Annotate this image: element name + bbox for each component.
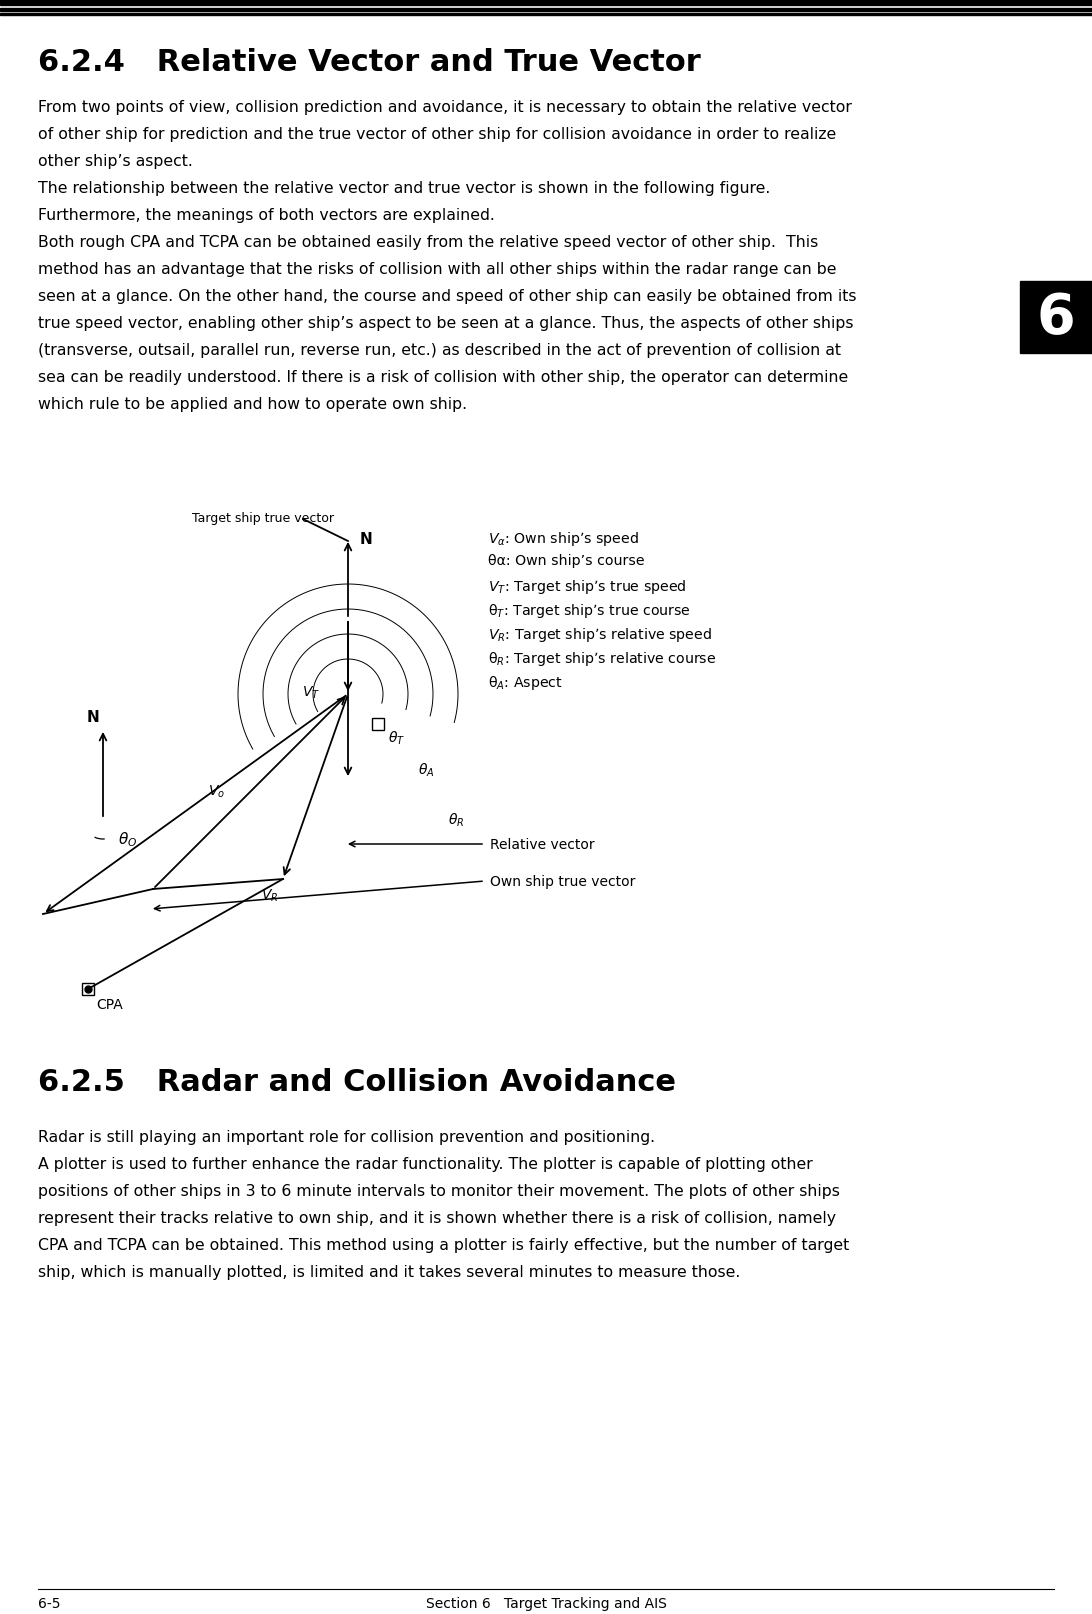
Text: $V_o$: $V_o$ — [207, 783, 225, 799]
Text: Target ship true vector: Target ship true vector — [192, 512, 334, 525]
Text: Furthermore, the meanings of both vectors are explained.: Furthermore, the meanings of both vector… — [38, 208, 495, 223]
Text: true speed vector, enabling other ship’s aspect to be seen at a glance. Thus, th: true speed vector, enabling other ship’s… — [38, 316, 854, 331]
Text: seen at a glance. On the other hand, the course and speed of other ship can easi: seen at a glance. On the other hand, the… — [38, 289, 856, 303]
Text: CPA and TCPA can be obtained. This method using a plotter is fairly effective, b: CPA and TCPA can be obtained. This metho… — [38, 1238, 850, 1252]
Text: of other ship for prediction and the true vector of other ship for collision avo: of other ship for prediction and the tru… — [38, 128, 836, 142]
Text: method has an advantage that the risks of collision with all other ships within : method has an advantage that the risks o… — [38, 261, 836, 278]
Text: $V_R$: Target ship’s relative speed: $V_R$: Target ship’s relative speed — [488, 626, 712, 644]
Text: sea can be readily understood. If there is a risk of collision with other ship, : sea can be readily understood. If there … — [38, 370, 848, 384]
Bar — [1020, 282, 1092, 353]
Text: $V_R$: $V_R$ — [261, 888, 278, 904]
Text: ship, which is manually plotted, is limited and it takes several minutes to meas: ship, which is manually plotted, is limi… — [38, 1264, 740, 1280]
Bar — [0, 0, 1092, 6]
Text: represent their tracks relative to own ship, and it is shown whether there is a : represent their tracks relative to own s… — [38, 1210, 836, 1225]
Text: The relationship between the relative vector and true vector is shown in the fol: The relationship between the relative ve… — [38, 181, 770, 195]
Text: 6.2.4   Relative Vector and True Vector: 6.2.4 Relative Vector and True Vector — [38, 48, 701, 77]
Text: $\theta_R$: $\theta_R$ — [448, 810, 464, 828]
Text: which rule to be applied and how to operate own ship.: which rule to be applied and how to oper… — [38, 397, 467, 412]
Text: Section 6   Target Tracking and AIS: Section 6 Target Tracking and AIS — [426, 1596, 666, 1611]
Bar — [0, 10, 1092, 11]
Text: (transverse, outsail, parallel run, reverse run, etc.) as described in the act o: (transverse, outsail, parallel run, reve… — [38, 342, 841, 358]
Text: Relative vector: Relative vector — [490, 838, 595, 852]
Text: θ$_A$: Aspect: θ$_A$: Aspect — [488, 673, 562, 691]
Text: $V_\alpha$: Own ship’s speed: $V_\alpha$: Own ship’s speed — [488, 529, 639, 547]
Text: θα: Own ship’s course: θα: Own ship’s course — [488, 554, 644, 568]
Text: Own ship true vector: Own ship true vector — [490, 875, 636, 888]
Text: θ$_T$: Target ship’s true course: θ$_T$: Target ship’s true course — [488, 602, 691, 620]
Text: $\theta_A$: $\theta_A$ — [418, 760, 435, 778]
Text: positions of other ships in 3 to 6 minute intervals to monitor their movement. T: positions of other ships in 3 to 6 minut… — [38, 1183, 840, 1198]
Text: 6-5: 6-5 — [38, 1596, 60, 1611]
Text: 6: 6 — [1036, 291, 1076, 345]
Text: A plotter is used to further enhance the radar functionality. The plotter is cap: A plotter is used to further enhance the… — [38, 1156, 812, 1172]
Text: $\theta_O$: $\theta_O$ — [118, 830, 138, 849]
Text: $V_T$: $V_T$ — [301, 684, 320, 700]
Text: Both rough CPA and TCPA can be obtained easily from the relative speed vector of: Both rough CPA and TCPA can be obtained … — [38, 236, 818, 250]
Text: Radar is still playing an important role for collision prevention and positionin: Radar is still playing an important role… — [38, 1130, 655, 1144]
Text: other ship’s aspect.: other ship’s aspect. — [38, 153, 193, 169]
Text: $\theta_T$: $\theta_T$ — [388, 730, 405, 747]
Text: $V_T$: Target ship’s true speed: $V_T$: Target ship’s true speed — [488, 578, 687, 596]
Text: θ$_R$: Target ship’s relative course: θ$_R$: Target ship’s relative course — [488, 649, 716, 668]
Text: From two points of view, collision prediction and avoidance, it is necessary to : From two points of view, collision predi… — [38, 100, 852, 115]
Text: 6.2.5   Radar and Collision Avoidance: 6.2.5 Radar and Collision Avoidance — [38, 1067, 676, 1096]
Text: N: N — [360, 531, 372, 547]
Text: N: N — [86, 710, 99, 725]
Text: CPA: CPA — [96, 997, 122, 1012]
